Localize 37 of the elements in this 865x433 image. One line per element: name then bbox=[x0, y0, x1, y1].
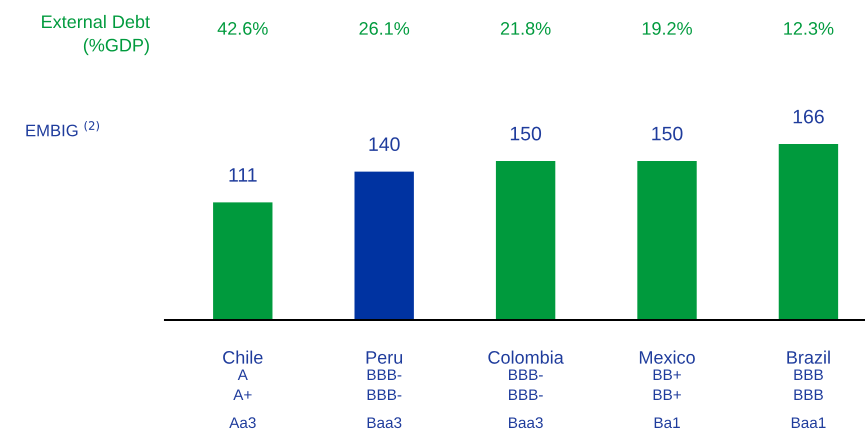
text: External Debt (%GDP) bbox=[42, 14, 150, 56]
data-label: 150 bbox=[510, 126, 542, 140]
text: Aa3 bbox=[229, 417, 256, 428]
x-tick-label: Brazil bbox=[787, 350, 830, 364]
data-label: 111 bbox=[229, 168, 257, 182]
text: 42.6% bbox=[218, 22, 268, 35]
text: Baa3 bbox=[368, 417, 402, 428]
text: Ba1 bbox=[654, 417, 680, 428]
x-tick-label: Colombia bbox=[488, 350, 564, 364]
text: BBB- bbox=[368, 369, 402, 380]
text: A+ bbox=[233, 389, 252, 400]
data-label: 150 bbox=[652, 126, 682, 140]
bar bbox=[354, 172, 414, 320]
text: 26.1% bbox=[360, 22, 410, 35]
text: BBB bbox=[794, 389, 823, 400]
x-tick-label: Mexico bbox=[640, 350, 695, 364]
text: Baa1 bbox=[792, 417, 826, 428]
text: 12.3% bbox=[784, 22, 834, 35]
text: BB+ bbox=[654, 389, 681, 400]
bar bbox=[213, 202, 272, 320]
text: BBB- bbox=[509, 369, 543, 380]
text: BBB bbox=[794, 369, 823, 380]
text: BBB- bbox=[368, 389, 402, 400]
text: A bbox=[238, 369, 248, 380]
x-tick-label: Peru bbox=[366, 351, 402, 364]
text: BBB- bbox=[509, 389, 543, 400]
data-label: 166 bbox=[794, 110, 824, 124]
bar bbox=[496, 160, 556, 320]
x-tick-label: Chile bbox=[223, 350, 263, 364]
bar bbox=[778, 144, 838, 320]
text: 19.2% bbox=[642, 22, 692, 35]
text: Baa3 bbox=[509, 417, 543, 428]
y-axis-title: EMBIG $^{(2)}$ bbox=[26, 120, 100, 136]
text: BB+ bbox=[654, 369, 681, 380]
data-label: 140 bbox=[369, 137, 400, 152]
bar bbox=[637, 160, 697, 320]
text: 21.8% bbox=[500, 22, 551, 35]
